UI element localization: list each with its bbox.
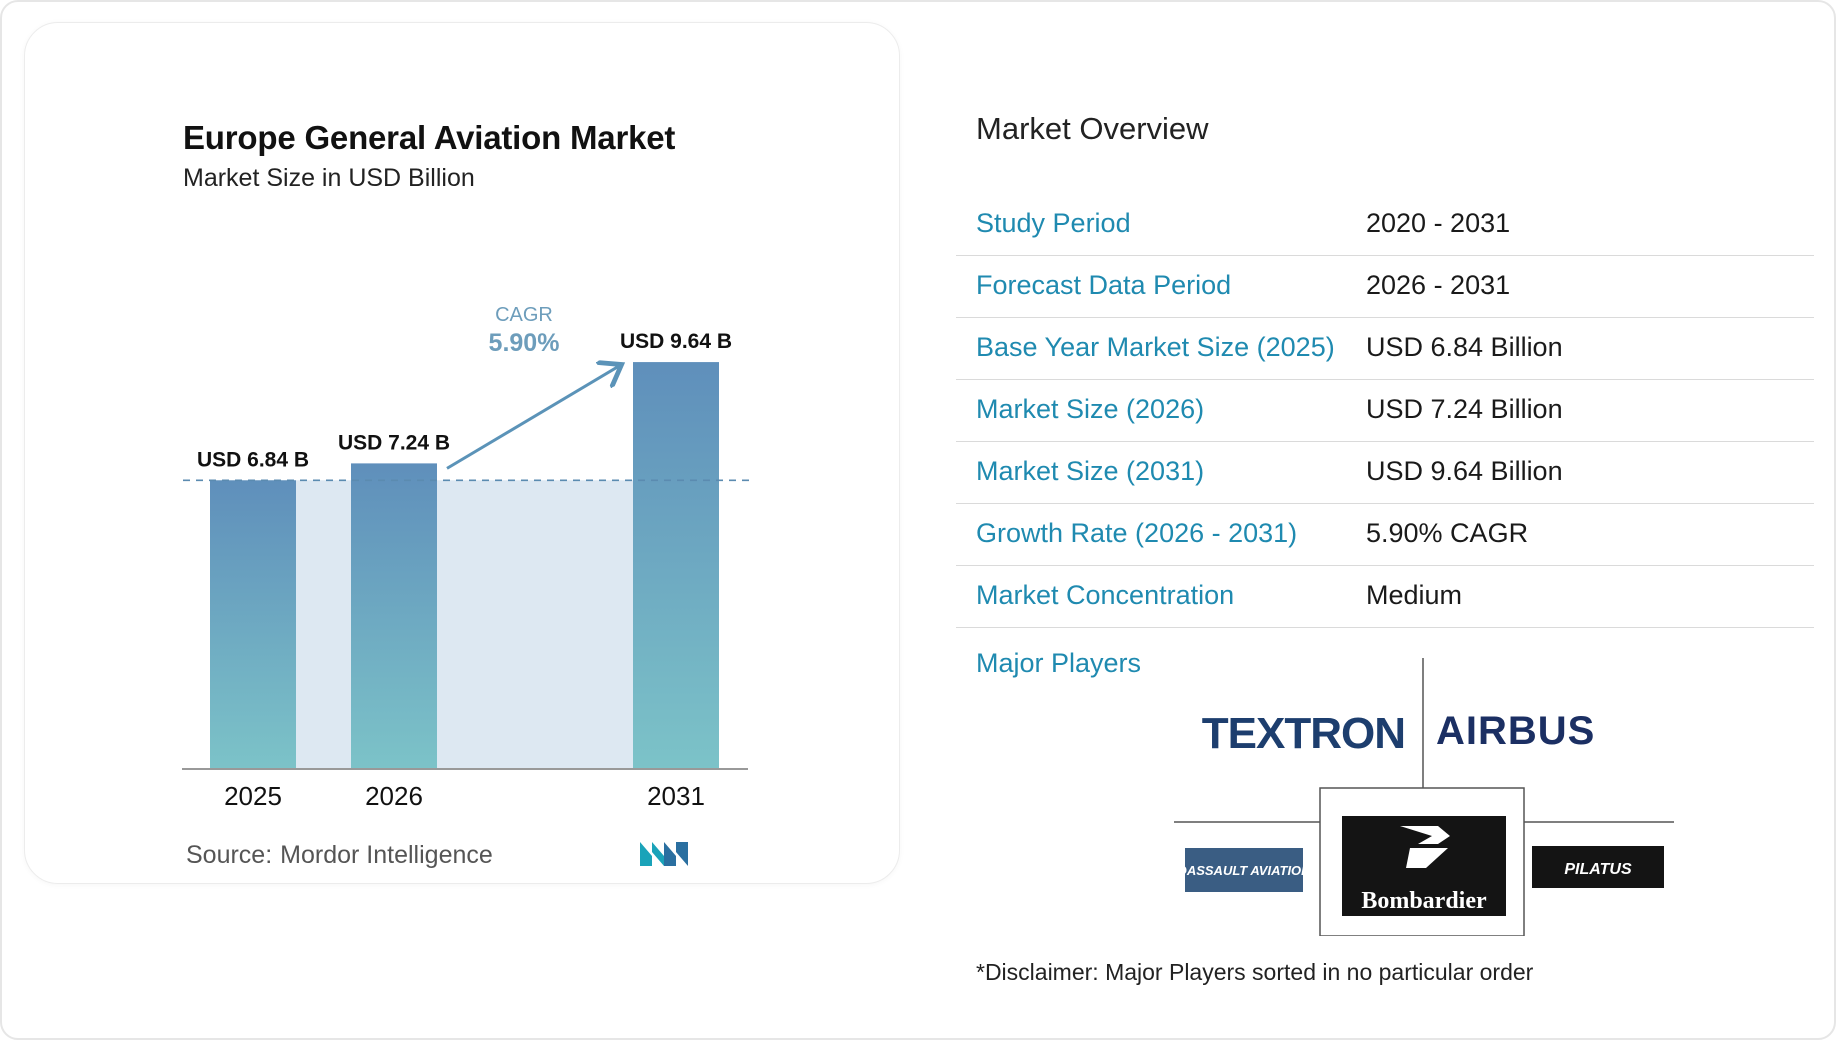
bar-2026 xyxy=(351,463,437,769)
overview-label: Study Period xyxy=(976,208,1131,238)
tick-label-2025: 2025 xyxy=(224,781,282,811)
overview-row: Forecast Data Period 2026 - 2031 xyxy=(956,256,1814,318)
tick-label-2031: 2031 xyxy=(647,781,705,811)
reference-band xyxy=(253,480,676,769)
overview-row: Growth Rate (2026 - 2031) 5.90% CAGR xyxy=(956,504,1814,566)
bar-chart: USD 6.84 B USD 7.24 B USD 9.64 B 2025 2026 20… xyxy=(182,304,752,811)
overview-value: 5.90% CAGR xyxy=(1366,518,1529,548)
overview-label: Market Size (2026) xyxy=(976,394,1205,424)
data-label-2026: USD 7.24 B xyxy=(338,431,450,454)
pilatus-logo: PILATUS xyxy=(1564,861,1632,878)
major-players-title: Major Players xyxy=(976,648,1142,678)
overview-value: USD 9.64 Billion xyxy=(1366,456,1563,486)
overview-label: Market Concentration xyxy=(976,580,1235,610)
overview-row: Market Size (2026) USD 7.24 Billion xyxy=(956,380,1814,442)
bar-2025 xyxy=(210,480,296,769)
mordor-intelligence-logo xyxy=(640,842,688,866)
overview-row: Study Period 2020 - 2031 xyxy=(956,194,1814,256)
overview-table: Study Period 2020 - 2031 Forecast Data P… xyxy=(956,194,1814,628)
overview-label: Forecast Data Period xyxy=(976,270,1232,300)
cagr-value: 5.90% xyxy=(489,329,560,357)
data-label-2025: USD 6.84 B xyxy=(197,448,309,471)
cagr-label: CAGR xyxy=(495,304,553,326)
source-note: Source: Mordor Intelligence xyxy=(186,841,493,870)
source-name: Mordor Intelligence xyxy=(280,841,493,869)
bar-2031 xyxy=(633,362,719,769)
overview-row: Market Concentration Medium xyxy=(956,566,1814,628)
overview-value: USD 7.24 Billion xyxy=(1366,394,1563,424)
major-players-logos: TEXTRON AIRBUS DASSAULT AVIATION Bombard… xyxy=(1174,658,1674,936)
overview-value: 2026 - 2031 xyxy=(1366,270,1511,300)
chart-subtitle: Market Size in USD Billion xyxy=(183,164,475,192)
overview-value: Medium xyxy=(1366,580,1463,610)
cagr-arrow xyxy=(446,366,619,470)
source-label: Source: xyxy=(186,841,273,869)
overview-label: Base Year Market Size (2025) xyxy=(976,332,1335,362)
overview-title: Market Overview xyxy=(976,111,1209,146)
airbus-logo: AIRBUS xyxy=(1436,709,1595,753)
chart-title: Europe General Aviation Market xyxy=(183,119,676,156)
overview-value: 2020 - 2031 xyxy=(1366,208,1511,238)
bombardier-logo: Bombardier xyxy=(1361,888,1487,914)
overview-row: Market Size (2031) USD 9.64 Billion xyxy=(956,442,1814,504)
textron-logo: TEXTRON xyxy=(1202,709,1405,758)
disclaimer-note: *Disclaimer: Major Players sorted in no … xyxy=(976,959,1534,985)
overview-label: Market Size (2031) xyxy=(976,456,1205,486)
data-label-2031: USD 9.64 B xyxy=(620,330,732,353)
overview-label: Growth Rate (2026 - 2031) xyxy=(976,518,1298,548)
overview-row: Base Year Market Size (2025) USD 6.84 Bi… xyxy=(956,318,1814,380)
overview-value: USD 6.84 Billion xyxy=(1366,332,1563,362)
dassault-aviation-logo: DASSAULT AVIATION xyxy=(1177,863,1311,878)
tick-label-2026: 2026 xyxy=(365,781,423,811)
